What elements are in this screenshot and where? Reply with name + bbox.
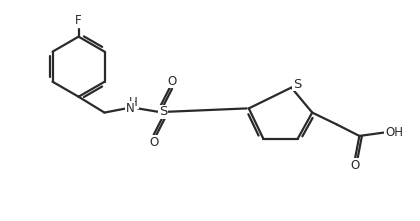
Text: H: H	[129, 96, 138, 109]
Text: S: S	[159, 105, 167, 118]
Text: O: O	[351, 159, 360, 172]
Text: F: F	[75, 14, 82, 27]
Text: OH: OH	[385, 126, 403, 139]
Text: O: O	[149, 136, 158, 149]
Text: N: N	[126, 102, 135, 115]
Text: O: O	[168, 75, 177, 88]
Text: S: S	[293, 78, 302, 91]
